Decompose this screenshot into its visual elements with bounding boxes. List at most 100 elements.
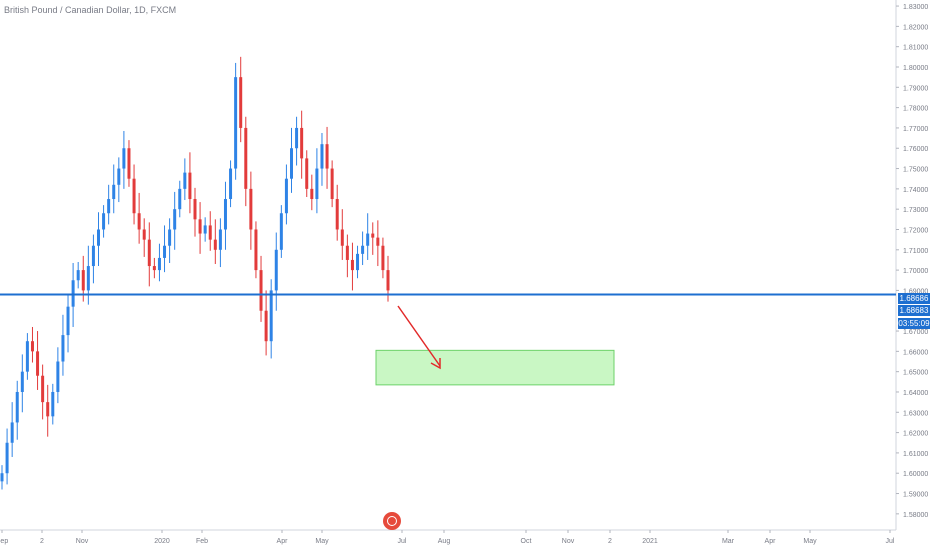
candle-body: [107, 199, 111, 214]
candle-body: [203, 225, 207, 234]
candle-body: [274, 249, 278, 291]
price-axis-label: 1.79000: [903, 85, 928, 92]
bid-price-tag: 1.68686: [898, 293, 930, 304]
time-axis-label: 2: [40, 538, 44, 545]
candle-body: [157, 257, 161, 271]
price-axis-label: 1.80000: [903, 65, 928, 72]
candle-body: [213, 239, 217, 250]
time-axis-label: Sep: [0, 538, 8, 545]
candle-body: [71, 280, 75, 307]
candle-body: [0, 473, 4, 482]
candle-body: [188, 172, 192, 200]
price-axis-label: 1.83000: [903, 4, 928, 11]
price-axis-label: 1.74000: [903, 187, 928, 194]
candle-body: [259, 270, 263, 311]
price-axis-label: 1.69000: [903, 288, 928, 295]
price-axis-label: 1.73000: [903, 207, 928, 214]
candle-body: [325, 144, 329, 169]
candle-body: [25, 341, 29, 372]
candle-body: [218, 229, 222, 250]
time-axis-label: Mar: [722, 538, 735, 545]
price-axis-label: 1.63000: [903, 410, 928, 417]
time-axis-label: Jul: [398, 538, 407, 545]
candle-body: [132, 178, 136, 214]
candle-body: [147, 239, 151, 267]
candle-body: [163, 245, 167, 258]
candle-body: [112, 184, 116, 200]
arrow-head-icon: [430, 358, 441, 370]
candle-body: [142, 229, 146, 240]
candle-body: [46, 402, 50, 417]
candle-body: [152, 266, 156, 271]
candle-body: [345, 245, 349, 260]
tradingview-logo-icon: [383, 512, 401, 530]
candle-body: [223, 199, 227, 230]
price-axis-label: 1.77000: [903, 126, 928, 133]
candle-body: [269, 290, 273, 342]
candle-body: [330, 168, 334, 200]
candle-body: [178, 188, 182, 210]
candle-body: [198, 219, 202, 234]
candle-body: [366, 233, 370, 246]
time-axis-label: Feb: [196, 538, 208, 545]
candle-body: [300, 127, 304, 159]
chart-title: British Pound / Canadian Dollar, 1D, FXC…: [4, 5, 177, 15]
price-axis-label: 1.59000: [903, 492, 928, 499]
candle-body: [15, 391, 19, 423]
candle-body: [305, 158, 309, 189]
ask-price-tag: 1.68683: [898, 305, 930, 316]
time-axis-label: May: [315, 538, 329, 545]
downward-arrow[interactable]: [397, 305, 441, 367]
candle-body: [381, 245, 385, 271]
candle-body: [193, 199, 197, 220]
time-axis-label: Apr: [277, 538, 289, 545]
countdown-tag: 03:55:09: [898, 318, 930, 329]
candle-body: [97, 229, 100, 246]
candle-body: [208, 225, 212, 240]
price-axis-label: 1.71000: [903, 248, 928, 255]
candle-body: [10, 422, 14, 443]
price-axis-label: 1.82000: [903, 24, 928, 31]
candle-body: [320, 144, 324, 169]
time-axis-label: May: [803, 538, 817, 545]
candle-body: [371, 233, 375, 238]
time-axis-label: Apr: [765, 538, 777, 545]
candle-body: [173, 209, 177, 230]
price-axis-label: 1.62000: [903, 431, 928, 438]
time-axis-label: Jul: [886, 538, 895, 545]
time-axis-label: Oct: [521, 538, 532, 545]
candle-body: [61, 335, 65, 362]
candle-body: [350, 259, 354, 271]
candle-body: [229, 168, 233, 200]
candle-body: [315, 168, 319, 200]
price-axis-label: 1.75000: [903, 167, 928, 174]
candle-body: [91, 245, 95, 267]
candle-body: [30, 341, 34, 352]
candle-body: [81, 270, 85, 291]
price-axis-label: 1.61000: [903, 451, 928, 458]
time-axis-label: Nov: [562, 538, 575, 545]
price-axis-label: 1.60000: [903, 471, 928, 478]
price-axis-label: 1.70000: [903, 268, 928, 275]
candle-body: [361, 245, 365, 254]
candle-body: [284, 178, 288, 214]
candle-body: [310, 188, 314, 200]
price-axis-label: 1.67000: [903, 329, 928, 336]
candle-body: [290, 148, 293, 179]
price-axis-label: 1.78000: [903, 106, 928, 113]
target-zone-rect[interactable]: [375, 349, 615, 386]
candle-body: [376, 237, 380, 246]
time-axis-label: 2: [608, 538, 612, 545]
time-axis-label: 2021: [642, 538, 658, 545]
candle-body: [335, 199, 339, 230]
candle-body: [51, 391, 55, 417]
candle-body: [295, 127, 299, 149]
candle-body: [239, 77, 243, 128]
candle-body: [183, 172, 187, 189]
candle-body: [20, 371, 24, 392]
candle-body: [264, 310, 268, 342]
candle-body: [102, 213, 106, 230]
price-axis-label: 1.58000: [903, 512, 928, 519]
